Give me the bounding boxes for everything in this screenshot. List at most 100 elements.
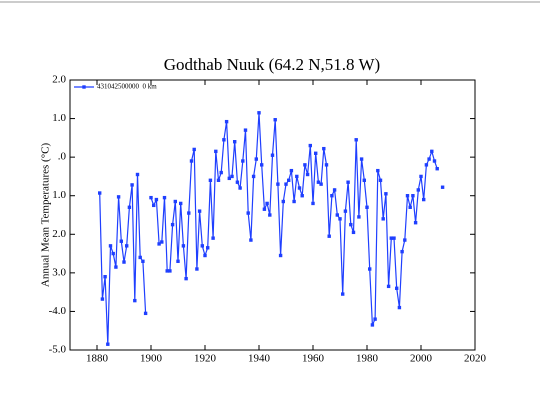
data-point xyxy=(416,188,420,192)
data-point xyxy=(187,211,191,215)
y-tick-label: .0 xyxy=(58,151,67,163)
data-point xyxy=(422,197,426,202)
data-point xyxy=(357,215,361,219)
data-point xyxy=(173,199,177,204)
data-point xyxy=(224,119,229,124)
data-point xyxy=(278,253,283,258)
y-tick-label: -5.0 xyxy=(49,344,67,356)
data-point xyxy=(397,305,402,310)
data-point xyxy=(233,140,237,144)
data-point xyxy=(419,174,423,179)
data-point xyxy=(152,203,156,208)
data-point xyxy=(411,194,415,198)
data-point xyxy=(311,201,315,206)
data-point xyxy=(276,182,280,186)
data-point xyxy=(149,195,153,200)
data-point xyxy=(219,170,223,175)
data-point xyxy=(262,207,267,211)
series-line xyxy=(100,113,443,344)
data-point xyxy=(181,244,186,248)
data-point xyxy=(370,323,375,327)
data-point xyxy=(227,176,231,181)
data-point xyxy=(338,217,342,221)
data-point xyxy=(376,168,380,173)
data-point xyxy=(214,149,218,154)
data-point xyxy=(297,186,302,190)
data-point xyxy=(284,182,288,186)
data-point xyxy=(413,221,418,225)
data-point xyxy=(381,217,385,221)
data-point xyxy=(162,195,167,200)
data-point xyxy=(378,178,383,182)
data-point xyxy=(424,163,429,167)
data-point xyxy=(211,236,215,240)
data-point xyxy=(270,153,275,157)
y-axis-label: Annual Mean Temperatures (°C) xyxy=(40,143,52,288)
data-point xyxy=(138,255,142,260)
data-point xyxy=(384,192,388,196)
data-point xyxy=(249,238,253,242)
data-point xyxy=(216,178,221,182)
data-point xyxy=(427,157,431,161)
data-point xyxy=(351,230,356,235)
data-point xyxy=(341,292,345,296)
data-point xyxy=(395,286,399,290)
x-tick-label: 2000 xyxy=(410,353,433,365)
data-point xyxy=(100,297,105,301)
data-point xyxy=(354,138,358,142)
data-point xyxy=(432,159,437,163)
data-point xyxy=(400,249,404,254)
data-point xyxy=(184,276,188,281)
data-point xyxy=(295,174,299,179)
plot-frame xyxy=(69,79,476,351)
data-point xyxy=(332,188,337,192)
legend-label: 431042500000 0 km xyxy=(97,83,157,91)
data-point xyxy=(127,205,132,209)
data-point xyxy=(265,201,269,206)
data-point xyxy=(108,244,113,248)
data-point xyxy=(192,147,196,152)
data-point xyxy=(157,242,161,246)
data-point xyxy=(405,194,410,198)
x-tick-label: 1940 xyxy=(248,353,271,365)
x-tick-label: 1900 xyxy=(140,353,163,365)
data-point xyxy=(98,191,102,195)
data-point xyxy=(135,172,140,177)
data-point xyxy=(176,259,180,263)
y-tick-label: 1.0 xyxy=(52,189,66,201)
x-tick-label: 1960 xyxy=(302,353,325,365)
data-point xyxy=(168,269,172,273)
data-point xyxy=(268,213,272,217)
data-point xyxy=(154,197,159,202)
x-tick-label: 1980 xyxy=(356,353,379,365)
data-point xyxy=(359,157,364,161)
data-point xyxy=(319,182,323,186)
data-point xyxy=(133,298,137,303)
data-point xyxy=(330,194,334,198)
data-point xyxy=(200,244,204,248)
data-point xyxy=(349,222,353,227)
data-point xyxy=(305,172,310,177)
data-point xyxy=(365,205,369,209)
data-point xyxy=(106,342,110,346)
x-tick-label: 1920 xyxy=(194,353,217,365)
data-point xyxy=(324,163,329,167)
y-tick-label: -4.0 xyxy=(49,305,67,317)
data-point xyxy=(322,146,326,151)
data-point xyxy=(335,213,339,217)
chart-title: Godthab Nuuk (64.2 N,51.8 W) xyxy=(164,55,380,74)
x-tick-label: 2020 xyxy=(464,353,487,365)
data-point xyxy=(203,253,207,258)
data-point xyxy=(373,317,377,321)
y-tick-label: 3.0 xyxy=(52,266,66,278)
data-point xyxy=(343,209,348,213)
y-tick-label: 1.0 xyxy=(52,112,66,124)
data-point xyxy=(287,178,291,182)
data-point xyxy=(125,244,129,248)
data-point xyxy=(392,236,396,240)
data-point xyxy=(189,159,194,163)
data-point xyxy=(114,265,118,269)
data-point xyxy=(440,185,445,189)
